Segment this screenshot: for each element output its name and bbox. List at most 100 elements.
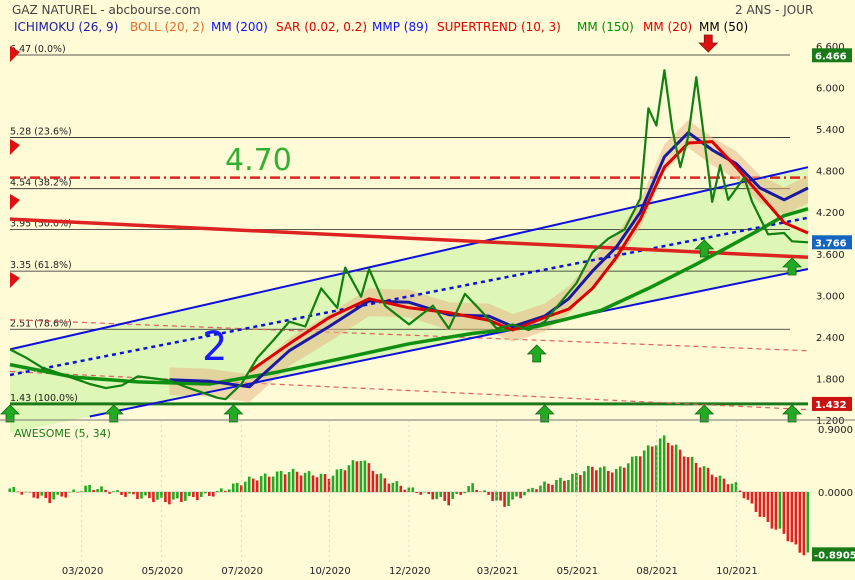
oscillator-bar xyxy=(8,488,12,492)
oscillator-bar xyxy=(622,467,626,492)
oscillator-bar xyxy=(263,473,267,492)
oscillator-bar xyxy=(339,469,343,492)
oscillator-bar xyxy=(686,457,690,492)
oscillator-bar xyxy=(447,492,450,506)
date-tick-label: 03/2021 xyxy=(477,566,519,577)
oscillator-bar xyxy=(387,483,391,492)
oscillator-bar xyxy=(188,492,191,497)
oscillator-bar xyxy=(16,491,20,493)
oscillator-bar xyxy=(798,492,802,553)
date-tick-label: 03/2020 xyxy=(62,566,104,577)
oscillator-bar xyxy=(84,485,87,492)
oscillator-bar xyxy=(722,478,726,492)
price-panel: 6.47 (0.0%) 5.28 (23.6%) 4.54 (38.2%) 3.95 … xyxy=(0,34,809,433)
legend-item: MM (150) xyxy=(577,20,634,34)
series-price-line xyxy=(9,69,809,401)
buy-signal-icon xyxy=(694,404,715,423)
oscillator-bar xyxy=(395,481,399,492)
oscillator-bar xyxy=(291,468,295,492)
date-tick-label: 10/2020 xyxy=(309,566,351,577)
oscillator-bar xyxy=(100,486,103,492)
oscillator-bar xyxy=(112,491,115,492)
oscillator-bar xyxy=(383,478,387,492)
oscillator-bar xyxy=(48,492,51,504)
oscillator-bar xyxy=(551,484,554,492)
oscillator-tick-label: 0.0000 xyxy=(818,488,853,499)
oscillator-bar xyxy=(738,490,742,492)
oscillator-bar xyxy=(44,492,48,499)
oscillator-bar xyxy=(72,489,75,492)
oscillator-bar xyxy=(128,492,131,494)
oscillator-bar xyxy=(539,485,542,492)
oscillator-bar xyxy=(638,456,642,492)
oscillator-bar xyxy=(730,483,734,492)
oscillator-bar xyxy=(343,470,347,492)
oscillator-bar xyxy=(455,492,458,495)
oscillator-bar xyxy=(120,492,123,495)
level-annotation: 4.70 xyxy=(225,143,292,178)
oscillator-bar xyxy=(132,492,135,495)
oscillator-bar xyxy=(603,466,606,492)
oscillator-bar xyxy=(535,489,538,492)
oscillator-bar xyxy=(116,490,119,492)
price-tick-label: 5.400 xyxy=(816,125,845,136)
oscillator-bar xyxy=(487,492,490,495)
oscillator-bar xyxy=(192,492,195,498)
oscillator-bar xyxy=(172,492,175,500)
buy-signal-icon xyxy=(534,404,555,423)
oscillator-bar xyxy=(215,491,219,492)
legend-item: MM (50) xyxy=(699,20,748,34)
oscillator-bar xyxy=(563,480,566,492)
legend-item: SAR (0.02, 0.2) xyxy=(276,20,367,34)
oscillator-bar xyxy=(511,492,514,500)
oscillator-bar xyxy=(790,492,794,543)
oscillator-bar xyxy=(28,492,32,493)
oscillator-bar xyxy=(347,465,351,492)
price-tick-label: 6.600 xyxy=(816,42,845,53)
oscillator-bar xyxy=(319,473,323,492)
legend-item: MM (20) xyxy=(643,20,692,34)
oscillator-bar xyxy=(211,492,215,497)
oscillator-bar xyxy=(435,492,439,500)
oscillator-bar xyxy=(271,476,275,492)
oscillator-bar xyxy=(36,492,40,499)
oscillator-bar xyxy=(670,445,674,492)
fibonacci-label: 1.43 (100.0%) xyxy=(10,393,78,404)
buy-signal-icon xyxy=(526,344,547,363)
price-tick-label: 6.000 xyxy=(816,84,845,95)
chart-title: GAZ NATUREL - abcbourse.com xyxy=(12,3,201,17)
oscillator-bar xyxy=(571,473,574,492)
buy-signal-icon xyxy=(0,404,20,423)
sell-flag-icon xyxy=(10,46,20,62)
oscillator-bar xyxy=(124,492,127,497)
price-axis: 6.600 6.000 5.400 4.800 4.200 3.600 3.000 2.400… xyxy=(812,42,852,427)
oscillator-bar xyxy=(523,492,526,496)
fibonacci-label: 3.95 (50.0%) xyxy=(10,219,72,230)
oscillator-bar xyxy=(200,492,203,497)
legend-item: BOLL (20, 2) xyxy=(130,20,205,34)
oscillator-bar xyxy=(283,474,287,492)
fibonacci-label: 4.54 (38.2%) xyxy=(10,178,72,189)
oscillator-bar xyxy=(255,480,259,492)
price-tick-label: 3.600 xyxy=(816,250,845,261)
oscillator-bar xyxy=(144,492,147,496)
oscillator-bar xyxy=(152,492,155,503)
buy-signal-icon xyxy=(223,404,244,423)
oscillator-bar xyxy=(407,487,411,492)
date-tick-label: 10/2021 xyxy=(716,566,758,577)
channel-upper-line xyxy=(9,166,809,351)
oscillator-bar xyxy=(702,466,706,492)
oscillator-bar xyxy=(491,492,494,501)
oscillator-bar xyxy=(531,487,534,492)
price-tag-box xyxy=(812,235,852,250)
oscillator-bar xyxy=(403,489,407,492)
oscillator-bar xyxy=(303,472,307,492)
oscillator-bar xyxy=(60,492,63,497)
oscillator-bar xyxy=(750,492,754,504)
sell-flag-icon xyxy=(10,194,20,210)
chart-period: 2 ANS - JOUR xyxy=(735,3,813,17)
price-tag-label: 1.432 xyxy=(815,400,847,411)
date-tick-label: 08/2021 xyxy=(636,566,678,577)
oscillator-bar xyxy=(718,475,722,492)
oscillator-bar xyxy=(650,446,654,492)
